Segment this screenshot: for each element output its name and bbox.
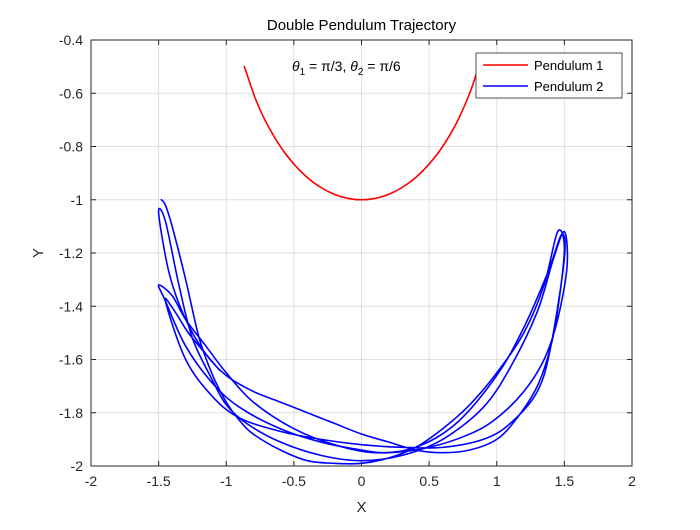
y-tick-label: -0.6 — [59, 85, 83, 101]
x-tick-label: 1 — [493, 473, 501, 489]
legend-box — [475, 52, 623, 99]
x-tick-label: 2 — [628, 473, 636, 489]
theta2-symbol: θ — [350, 58, 358, 74]
series-line-pendulum-2 — [157, 198, 569, 465]
y-tick-label: -0.8 — [59, 139, 83, 155]
theta1-subscript: 1 — [300, 67, 306, 78]
theta2-value: = π/6 — [363, 58, 401, 74]
chart-title: Double Pendulum Trajectory — [267, 17, 457, 34]
y-axis-label: Y — [30, 248, 47, 258]
x-tick-label: 0 — [358, 473, 366, 489]
y-tick-label: -1.8 — [59, 405, 83, 421]
y-tick-label: -1.2 — [59, 245, 83, 261]
legend: Pendulum 1 Pendulum 2 — [475, 52, 623, 99]
x-tick-label: -1.5 — [147, 473, 171, 489]
x-tick-label: -2 — [85, 473, 98, 489]
y-tick-label: -1.6 — [59, 352, 83, 368]
initial-angles-annotation: θ1 = π/3, θ2 = π/6 — [292, 58, 401, 78]
y-tick-label: -1.4 — [59, 298, 83, 314]
y-tick-label: -2 — [71, 458, 84, 474]
x-tick-label: -1 — [220, 473, 233, 489]
x-tick-label: -0.5 — [282, 473, 306, 489]
x-tick-label: 0.5 — [419, 473, 439, 489]
y-tick-label: -0.4 — [59, 32, 83, 48]
legend-label-pendulum-1: Pendulum 1 — [534, 58, 603, 73]
theta2-subscript: 2 — [358, 67, 364, 78]
series-layer — [157, 65, 569, 465]
series-line-pendulum-1 — [243, 65, 480, 201]
theta1-symbol: θ — [292, 58, 300, 74]
x-axis-label: X — [356, 499, 366, 516]
legend-label-pendulum-2: Pendulum 2 — [534, 79, 603, 94]
x-tick-label: 1.5 — [555, 473, 575, 489]
theta1-value: = π/3, — [305, 58, 350, 74]
axis-ticks: -2 -1.5 -1 -0.5 0 0.5 1 1.5 2 -2 -1.8 -1.6 -1.4 -1.2 -… — [59, 32, 636, 489]
y-tick-label: -1 — [71, 192, 84, 208]
